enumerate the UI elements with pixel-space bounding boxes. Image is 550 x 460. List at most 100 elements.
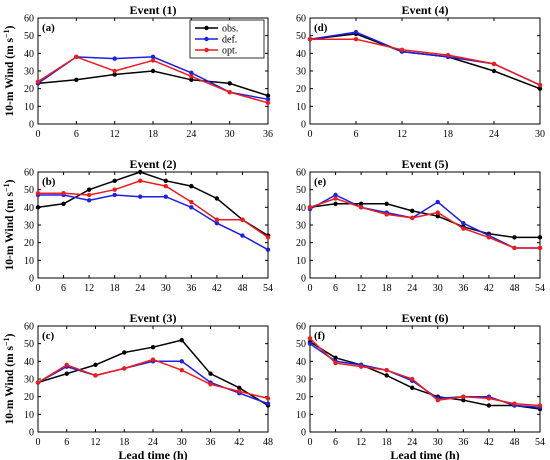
data-point-opt xyxy=(214,217,220,222)
panel-label: (d) xyxy=(314,22,328,34)
data-point-opt xyxy=(86,192,92,198)
y-tick-label: 50 xyxy=(296,31,306,42)
series-line-obs xyxy=(309,203,540,239)
x-tick-label: 42 xyxy=(234,437,244,448)
data-point-opt xyxy=(410,215,415,221)
data-point-obs xyxy=(237,385,242,391)
series-line-obs xyxy=(37,70,269,97)
data-point-opt xyxy=(537,245,543,251)
x-tick-label: 18 xyxy=(443,129,453,140)
y-tick-label: 50 xyxy=(296,185,306,196)
x-tick-label: 54 xyxy=(263,283,273,294)
data-point-def xyxy=(265,97,271,102)
data-point-def xyxy=(189,70,194,75)
y-tick-label: 60 xyxy=(24,322,34,333)
x-tick-label: 54 xyxy=(535,283,545,294)
data-point-def xyxy=(353,29,359,35)
x-tick-label: 48 xyxy=(509,437,519,448)
chart-panel-3: Event (2) (b) 0 10 20 30 40 50 60 0 6 12 18 24 30 36 42 4… xyxy=(2,157,273,294)
data-point-opt xyxy=(93,373,98,378)
y-tick-label: 40 xyxy=(296,203,306,214)
series-line-obs xyxy=(37,171,269,237)
data-point-opt xyxy=(227,90,232,95)
data-point-def xyxy=(240,233,245,238)
data-point-opt xyxy=(333,196,338,201)
y-tick-label: 10 xyxy=(24,102,34,113)
data-point-opt xyxy=(512,401,517,406)
data-point-opt xyxy=(537,82,543,88)
series-line-def xyxy=(38,194,269,251)
chart-panel-4: Event (5) (e) 0 10 20 30 40 50 60 0 6 12 18 24 30 36 42 4… xyxy=(296,157,545,294)
data-point-def xyxy=(189,205,194,210)
series-line-obs xyxy=(309,341,541,410)
series-line-obs xyxy=(309,33,541,90)
y-tick-label: 60 xyxy=(296,322,306,333)
data-point-def xyxy=(86,198,92,203)
series-line-opt xyxy=(38,180,269,239)
data-point-obs xyxy=(61,201,66,206)
chart-title: Event (6) xyxy=(402,311,449,325)
data-point-opt xyxy=(189,74,194,79)
x-tick-label: 6 xyxy=(354,129,359,140)
x-tick-label: 24 xyxy=(407,283,417,294)
data-point-obs xyxy=(486,403,492,408)
plot-frame xyxy=(37,171,269,279)
data-point-obs xyxy=(74,77,79,83)
data-point-obs xyxy=(435,213,440,219)
x-tick-label: 30 xyxy=(535,129,545,140)
data-point-opt xyxy=(307,37,313,42)
legend-entry-label: opt. xyxy=(222,46,237,57)
data-point-obs xyxy=(214,196,220,201)
data-point-obs xyxy=(265,93,271,98)
data-point-opt xyxy=(537,403,543,408)
y-tick-label: 40 xyxy=(296,49,306,60)
y-tick-label: 30 xyxy=(296,375,306,386)
x-tick-label: 18 xyxy=(382,283,392,294)
data-point-opt xyxy=(353,37,359,42)
y-tick-label: 0 xyxy=(29,274,34,285)
data-point-obs xyxy=(122,350,127,355)
data-point-obs xyxy=(537,86,543,91)
data-point-opt xyxy=(265,235,271,240)
y-tick-label: 0 xyxy=(29,120,34,131)
legend-swatch-marker xyxy=(204,47,209,53)
data-point-obs xyxy=(189,183,194,189)
data-point-obs xyxy=(189,77,194,83)
y-tick-label: 20 xyxy=(296,238,306,249)
x-tick-label: 24 xyxy=(186,129,196,140)
data-point-obs xyxy=(93,362,98,368)
y-tick-label: 30 xyxy=(296,67,306,78)
chart-title: Event (2) xyxy=(130,157,177,171)
y-tick-label: 10 xyxy=(296,410,306,421)
y-tick-label: 0 xyxy=(29,428,34,439)
y-tick-label: 50 xyxy=(24,339,34,350)
data-point-def xyxy=(112,192,117,198)
data-point-obs xyxy=(138,169,143,175)
y-tick-label: 60 xyxy=(24,168,34,179)
chart-panel-5: Event (3) (c) 0 10 20 30 40 50 60 0 6 12 18 24 30 36 42 4… xyxy=(2,311,273,460)
data-point-opt xyxy=(61,191,66,196)
series-line-def xyxy=(309,31,541,86)
data-point-opt xyxy=(112,187,117,192)
chart-title: Event (3) xyxy=(130,311,177,325)
legend-swatch-marker xyxy=(204,25,209,31)
panel-label: (f) xyxy=(314,330,325,342)
y-axis-label: 10-m Wind (m s−1) xyxy=(2,179,16,270)
data-point-opt xyxy=(265,100,271,106)
x-tick-label: 18 xyxy=(382,437,392,448)
data-point-def xyxy=(461,221,466,226)
y-tick-label: 0 xyxy=(301,428,306,439)
data-point-obs xyxy=(35,205,41,210)
panel-label: (c) xyxy=(42,330,55,342)
panel-label: (b) xyxy=(42,176,56,188)
x-tick-label: 18 xyxy=(110,283,120,294)
y-tick-label: 40 xyxy=(24,203,34,214)
data-point-opt xyxy=(307,205,313,210)
x-tick-label: 30 xyxy=(225,129,235,140)
legend-entry-label: obs. xyxy=(222,24,238,35)
chart-title: Event (4) xyxy=(402,3,449,17)
y-tick-label: 50 xyxy=(24,31,34,42)
data-point-opt xyxy=(138,178,143,184)
